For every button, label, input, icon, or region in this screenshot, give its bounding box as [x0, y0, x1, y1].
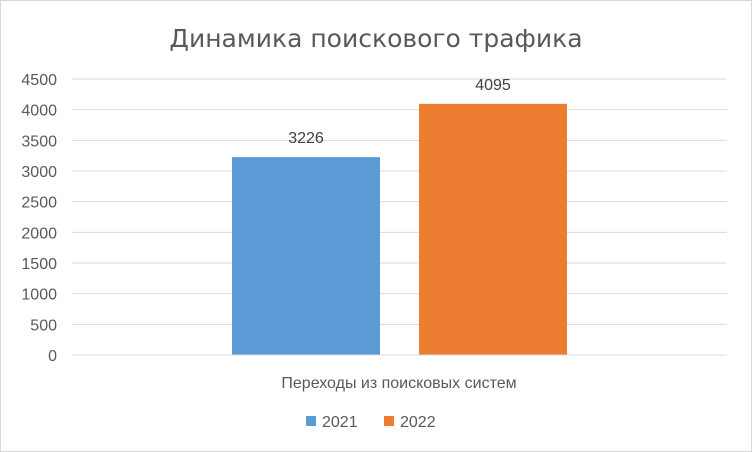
data-label-2022: 4095	[475, 77, 511, 94]
bar-2022	[419, 103, 567, 355]
y-tick-label: 1000	[21, 287, 57, 304]
legend-label-2022: 2022	[400, 414, 436, 431]
gridlines	[72, 78, 727, 325]
legend: 2021 2022	[306, 414, 436, 431]
y-tick-label: 2500	[21, 195, 57, 212]
y-tick-label: 3500	[21, 133, 57, 150]
y-axis-ticks: 0 500 1000 1500 2000 2500 3000 3500 4000 4500	[21, 72, 57, 365]
legend-swatch-2021	[306, 416, 316, 426]
y-tick-label: 3000	[21, 164, 57, 181]
data-labels: 3226 4095	[288, 77, 511, 147]
y-tick-label: 500	[30, 317, 57, 334]
legend-swatch-2022	[384, 416, 394, 426]
chart-title: Динамика поискового трафика	[169, 24, 582, 53]
y-tick-label: 0	[48, 348, 57, 365]
y-tick-label: 1500	[21, 256, 57, 273]
y-tick-label: 2000	[21, 225, 57, 242]
legend-label-2021: 2021	[322, 414, 358, 431]
category-label: Переходы из поисковых систем	[281, 375, 516, 392]
y-tick-label: 4500	[21, 72, 57, 89]
y-tick-label: 4000	[21, 103, 57, 120]
bars	[232, 103, 567, 355]
bar-2021	[232, 157, 380, 355]
data-label-2021: 3226	[288, 130, 324, 147]
